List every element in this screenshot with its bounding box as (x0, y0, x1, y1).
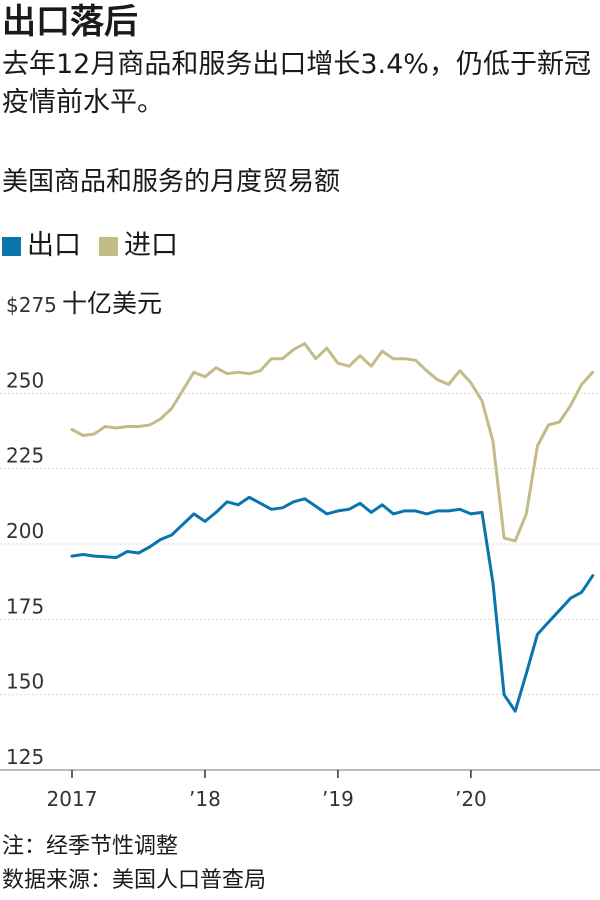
chart-subtitle: 去年12月商品和服务出口增长3.4%，仍低于新冠疫情前水平。 (2, 49, 591, 118)
x-tick-label: ’18 (189, 787, 221, 811)
series-line-exports (70, 495, 595, 713)
legend-label-exports: 出口 (27, 230, 81, 261)
gridlines (0, 392, 600, 696)
y-tick-label: 125 (6, 745, 44, 769)
series-line-imports (70, 342, 595, 543)
y-tick-label: $275 (6, 293, 57, 317)
chart-title: 美国商品和服务的月度贸易额 (2, 167, 341, 197)
y-tick-label: 150 (6, 670, 44, 694)
chart-source: 数据来源：美国人口普查局 (2, 868, 267, 893)
y-tick-label: 225 (6, 444, 44, 468)
y-axis-tick-labels: $275 250 225 200 175 150 125 (6, 293, 57, 769)
y-tick-label: 200 (6, 519, 44, 543)
x-axis: 2017 ’18 ’19 ’20 (0, 769, 600, 811)
legend-label-imports: 进口 (124, 230, 178, 261)
legend-item-imports: 进口 (99, 228, 178, 264)
legend-swatch-exports (2, 236, 21, 256)
line-chart: $275 250 225 200 175 150 125 十亿美元 2017 ’18 ’19 ’2… (0, 289, 600, 811)
y-tick-label: 175 (6, 594, 44, 618)
y-axis-unit-label: 十亿美元 (62, 289, 162, 318)
legend-item-exports: 出口 (2, 228, 81, 264)
chart-note: 注：经季节性调整 (2, 834, 179, 859)
chart-headline: 出口落后 (2, 2, 138, 42)
y-tick-label: 250 (6, 368, 44, 392)
x-tick-label: 2017 (47, 787, 98, 811)
legend-swatch-imports (99, 236, 118, 256)
x-tick-label: ’20 (455, 787, 487, 811)
legend: 出口 进口 (2, 228, 196, 264)
x-tick-label: ’19 (322, 787, 354, 811)
series-lines (70, 342, 595, 713)
